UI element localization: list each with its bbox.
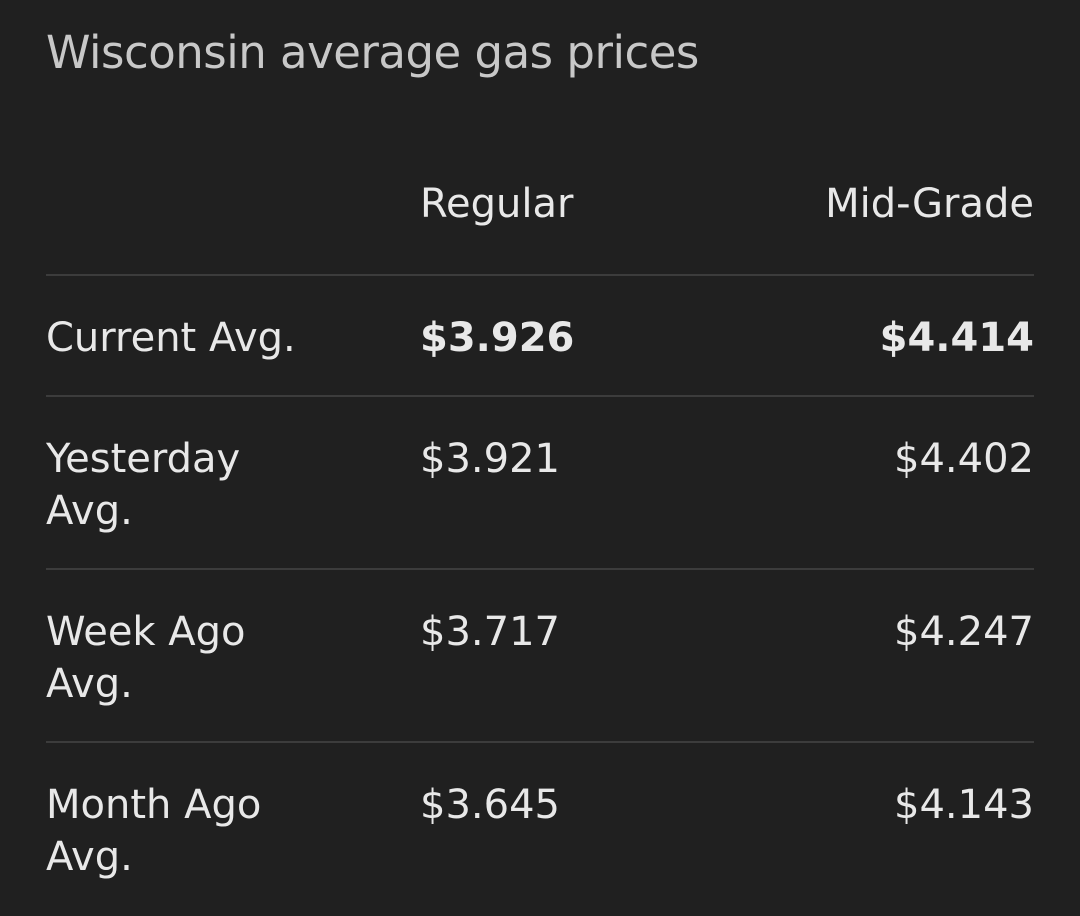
price-cell: $3.645: [420, 782, 560, 828]
header-cell: Regular: [420, 181, 574, 227]
price-cell: $3.717: [420, 609, 560, 655]
row-label: Month Ago Avg.: [46, 782, 262, 880]
price-cell: $4.402: [894, 436, 1034, 482]
price-cell: $4.414: [879, 315, 1034, 361]
table-row: Month Ago Avg. $3.645 $4.143: [46, 743, 1034, 916]
table-row: Yesterday Avg. $3.921 $4.402: [46, 397, 1034, 570]
price-cell: $3.921: [420, 436, 560, 482]
price-table: Regular Mid-Grade Current Avg. $3.926 $4.414…: [46, 160, 1034, 916]
header-row: Regular Mid-Grade: [46, 160, 1034, 276]
title: Wisconsin average gas prices: [46, 26, 699, 79]
table-row: Week Ago Avg. $3.717 $4.247: [46, 570, 1034, 743]
row-label: Yesterday Avg.: [46, 436, 241, 534]
price-cell: $4.247: [894, 609, 1034, 655]
price-cell: $4.143: [894, 782, 1034, 828]
price-cell: $3.926: [420, 315, 575, 361]
header-cell: [46, 178, 420, 274]
header-cell: Mid-Grade: [825, 181, 1034, 227]
row-label: Week Ago Avg.: [46, 609, 246, 707]
table-row: Current Avg. $3.926 $4.414: [46, 276, 1034, 397]
row-label: Current Avg.: [46, 315, 296, 361]
